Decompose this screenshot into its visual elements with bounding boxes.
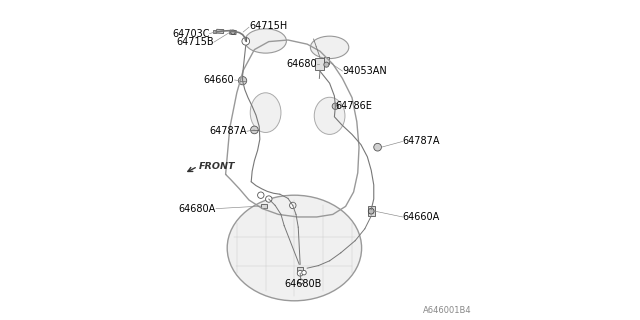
Text: 64715H: 64715H [249, 21, 287, 31]
Ellipse shape [250, 93, 281, 132]
Bar [297, 267, 303, 271]
Ellipse shape [227, 195, 362, 301]
Text: 64787A: 64787A [209, 126, 247, 136]
Bar [315, 58, 324, 70]
Text: 64680B: 64680B [285, 279, 322, 289]
Circle shape [297, 270, 303, 276]
Ellipse shape [314, 97, 345, 134]
Bar [216, 29, 224, 34]
Text: 94053AN: 94053AN [342, 66, 387, 76]
Circle shape [231, 30, 236, 35]
Circle shape [302, 270, 307, 275]
Circle shape [266, 196, 272, 202]
Bar [261, 204, 268, 208]
Ellipse shape [310, 36, 349, 59]
Bar [212, 30, 216, 33]
Text: 64703C: 64703C [172, 28, 210, 39]
Ellipse shape [245, 29, 287, 53]
Circle shape [258, 192, 264, 198]
Text: 64680: 64680 [286, 59, 317, 69]
Circle shape [369, 208, 374, 214]
Circle shape [374, 143, 381, 151]
Text: 64787A: 64787A [403, 136, 440, 147]
Circle shape [242, 37, 250, 45]
Text: 64715B: 64715B [176, 37, 214, 47]
Bar [323, 57, 329, 64]
Circle shape [332, 103, 339, 109]
Text: FRONT: FRONT [199, 162, 236, 171]
Text: A646001B4: A646001B4 [424, 306, 472, 315]
Text: 64660A: 64660A [403, 212, 440, 222]
Bar [367, 206, 375, 216]
Circle shape [239, 76, 247, 85]
Text: 64680A: 64680A [179, 204, 216, 214]
Bar [230, 30, 236, 35]
Circle shape [289, 202, 296, 209]
Circle shape [324, 62, 329, 67]
Text: 64660: 64660 [204, 75, 234, 85]
Circle shape [298, 279, 303, 284]
Circle shape [250, 126, 258, 134]
Text: 64786E: 64786E [335, 101, 372, 111]
